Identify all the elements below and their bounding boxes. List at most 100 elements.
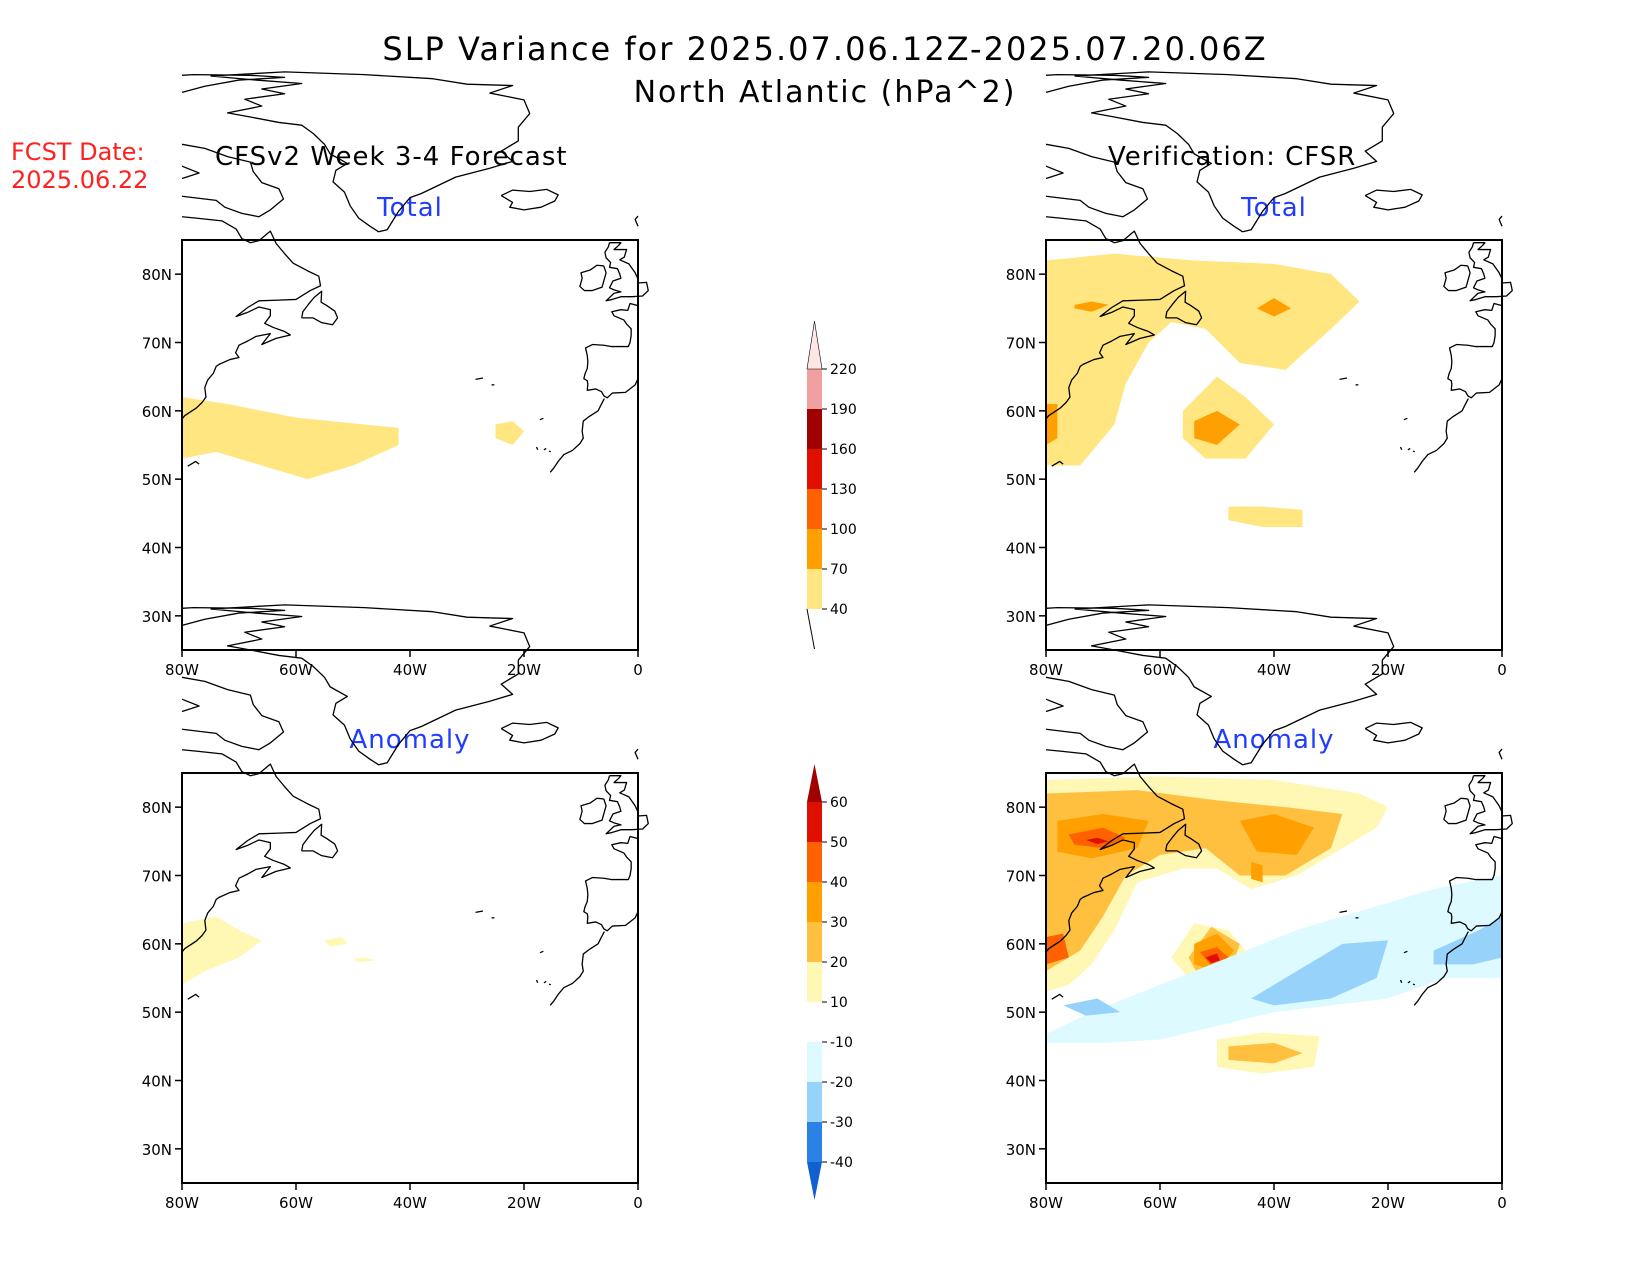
x-tick-label: 40W: [393, 661, 427, 679]
contour-region-50: [1205, 953, 1220, 963]
contour-region-30: [1239, 814, 1314, 855]
x-tick-label: 80W: [165, 1194, 199, 1212]
verification-anomaly-title: Anomaly: [1213, 725, 1335, 755]
y-tick-label: 60N: [1006, 403, 1036, 421]
x-tick-label: 20W: [507, 661, 541, 679]
forecast-anomaly-map: [182, 605, 648, 1005]
colorbar-label: -10: [830, 1035, 853, 1051]
y-tick-label: 50N: [1006, 471, 1036, 489]
y-tick-label: 40N: [142, 1073, 172, 1091]
verification-anomaly-frame: 80W 60W 40W 20W 0 80N 70N 60N 50N 40N 30N: [1006, 772, 1507, 1212]
verification-total-frame: 80W 60W 40W 20W 0 80N 70N 60N 50N 40N 30N: [1006, 239, 1507, 679]
x-tick-label: 40W: [393, 1194, 427, 1212]
x-tick-label: 60W: [1143, 1194, 1177, 1212]
y-tick-label: 40N: [142, 540, 172, 558]
colorbar-label: 100: [830, 522, 857, 538]
forecast-anomaly-title: Anomaly: [349, 725, 471, 755]
y-tick-label: 50N: [142, 1004, 172, 1022]
y-tick-label: 80N: [142, 799, 172, 817]
x-tick-label: 40W: [1257, 661, 1291, 679]
contour-region-neg20: [1251, 940, 1388, 1006]
colorbar-label: 60: [830, 795, 848, 811]
colorbar-swatch: [807, 802, 822, 842]
anomaly-colorbar: -40 -30 -20 -10 10 20 30 40 50 60: [807, 764, 853, 1200]
y-tick-label: 80N: [1006, 266, 1036, 284]
y-tick-label: 70N: [1006, 868, 1036, 886]
colorbar-swatch: [807, 529, 822, 569]
x-tick-label: 80W: [165, 661, 199, 679]
colorbar-swatch: [807, 569, 822, 609]
contour-region-10: [182, 916, 262, 985]
colorbar-label: 190: [830, 402, 857, 418]
y-tick-label: 70N: [142, 335, 172, 353]
colorbar-label: -40: [830, 1155, 853, 1171]
contour-region-neg10: [1046, 875, 1502, 1043]
contour-region-40: [495, 421, 524, 445]
colorbar-swatch: [807, 922, 822, 962]
map-frames: 80W 60W 40W 20W 0 80N 70N 60N 50N 40N 30N 80W 60W 40W…: [142, 239, 1507, 1212]
y-tick-label: 30N: [142, 1141, 172, 1159]
y-tick-label: 60N: [142, 936, 172, 954]
contour-region-neg20: [1063, 998, 1121, 1016]
chart-title: SLP Variance for 2025.07.06.12Z-2025.07.…: [382, 30, 1268, 68]
chart-subtitle: North Atlantic (hPa^2): [633, 75, 1017, 110]
colorbar-swatch: [807, 489, 822, 529]
x-tick-label: 60W: [1143, 661, 1177, 679]
x-tick-label: 0: [633, 1194, 643, 1212]
forecast-date-label: FCST Date:: [11, 138, 145, 166]
contour-region-70: [1046, 404, 1058, 445]
colorbar-top-triangle: [806, 320, 823, 370]
contour-region-70: [1256, 298, 1292, 317]
x-tick-label: 60W: [279, 661, 313, 679]
y-tick-label: 50N: [142, 471, 172, 489]
y-tick-label: 50N: [1006, 1004, 1036, 1022]
contour-region-40: [1068, 827, 1126, 849]
contour-region-40: [1228, 506, 1303, 527]
verification-column-heading: Verification: CFSR: [1108, 142, 1357, 172]
contour-region-30: [1251, 861, 1263, 883]
y-tick-label: 70N: [1006, 335, 1036, 353]
colorbar-swatch: [807, 962, 822, 1002]
total-colorbar: 40 70 100 130 160 190 220: [806, 320, 857, 650]
colorbar-bottom-triangle: [807, 1162, 822, 1200]
contour-region-10: [353, 957, 376, 963]
colorbar-swatch: [807, 882, 822, 922]
colorbar-top-triangle: [807, 764, 822, 802]
colorbar-swatch: [807, 409, 822, 449]
verification-total-map: [1046, 72, 1512, 527]
y-tick-label: 30N: [1006, 1141, 1036, 1159]
x-tick-label: 0: [1497, 1194, 1507, 1212]
contour-region-10: [324, 937, 348, 947]
forecast-date-value: 2025.06.22: [11, 166, 149, 194]
x-tick-label: 0: [1497, 661, 1507, 679]
x-tick-label: 0: [633, 661, 643, 679]
colorbar-swatch: [807, 1082, 822, 1122]
y-tick-label: 80N: [142, 266, 172, 284]
colorbar-label: 20: [830, 955, 848, 971]
colorbar-label: 30: [830, 915, 848, 931]
x-tick-label: 80W: [1029, 1194, 1063, 1212]
x-tick-label: 80W: [1029, 661, 1063, 679]
colorbar-bottom-triangle: [806, 608, 815, 650]
colorbar-label: 220: [830, 362, 857, 378]
colorbar-swatch: [807, 1002, 822, 1042]
contour-region-50: [1085, 837, 1109, 845]
colorbar-label: 160: [830, 442, 857, 458]
x-tick-label: 20W: [507, 1194, 541, 1212]
colorbar-swatch: [807, 1122, 822, 1162]
forecast-date-block: FCST Date: 2025.06.22: [11, 138, 148, 194]
colorbar-label: 40: [830, 875, 848, 891]
contour-region-70: [1074, 301, 1109, 312]
colorbar-swatch: [807, 369, 822, 409]
contour-region-70: [1194, 410, 1240, 445]
x-tick-label: 20W: [1371, 1194, 1405, 1212]
contour-region-neg20: [1433, 916, 1502, 965]
shaded-contours: [182, 397, 524, 480]
x-tick-label: 40W: [1257, 1194, 1291, 1212]
colorbar-swatch: [807, 1042, 822, 1082]
y-tick-label: 30N: [1006, 608, 1036, 626]
contour-region-40: [1182, 376, 1274, 459]
contour-region-40: [1046, 933, 1069, 965]
forecast-total-frame: 80W 60W 40W 20W 0 80N 70N 60N 50N 40N 30N: [142, 239, 643, 679]
